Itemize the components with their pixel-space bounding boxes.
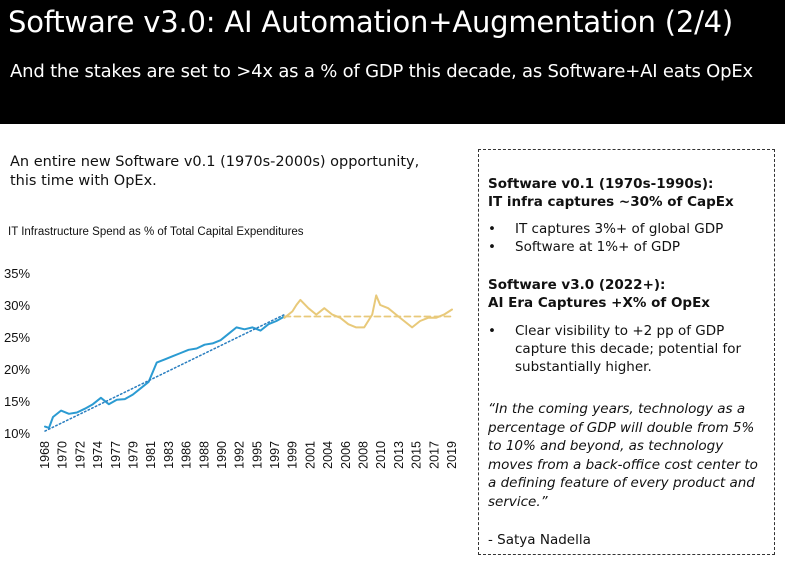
slide-title: Software v3.0: AI Automation+Augmentatio…	[8, 5, 734, 39]
y-tick-label: 20%	[4, 362, 30, 377]
x-tick-label: 2001	[303, 441, 317, 469]
chart-title: IT Infrastructure Spend as % of Total Ca…	[8, 226, 304, 238]
x-tick-label: 1974	[91, 441, 105, 469]
x-tick-label: 2004	[321, 441, 335, 469]
y-tick-label: 15%	[4, 394, 30, 409]
x-tick-label: 1990	[215, 441, 229, 469]
x-tick-label: 1977	[109, 441, 123, 469]
v01-bullet-item: • Software at 1%+ of GDP	[488, 238, 768, 256]
x-tick-label: 2010	[374, 441, 388, 469]
v01-bullet-text: IT captures 3%+ of global GDP	[515, 221, 724, 237]
v30-heading-line-2: AI Era Captures +X% of OpEx	[488, 295, 711, 311]
x-tick-label: 2008	[357, 441, 371, 469]
y-tick-label: 25%	[4, 330, 30, 345]
intro-line-1: An entire new Software v0.1 (1970s-2000s…	[10, 154, 420, 170]
x-tick-label: 1983	[162, 441, 176, 469]
y-tick-label: 30%	[4, 298, 30, 313]
v01-heading-line-1: Software v0.1 (1970s-1990s):	[488, 176, 714, 192]
projection-series-line	[283, 294, 453, 329]
x-tick-label: 2019	[445, 441, 459, 469]
v30-bullet-list: • Clear visibility to +2 pp of GDP captur…	[488, 322, 768, 376]
x-tick-label: 2017	[427, 441, 441, 469]
v01-bullet-item: • IT captures 3%+ of global GDP	[488, 220, 768, 238]
it-spend-line-chart: 10%15%20%25%30%35%1968 1970 1972 1974 1977 19…	[4, 266, 459, 469]
v30-bullet-item: • Clear visibility to +2 pp of GDP captur…	[488, 322, 768, 376]
bullet-icon: •	[488, 239, 496, 255]
slide-subtitle: And the stakes are set to >4x as a % of …	[10, 61, 753, 82]
x-tick-label: 1968	[38, 441, 52, 469]
x-tick-label: 2015	[410, 441, 424, 469]
x-tick-label: 2013	[392, 441, 406, 469]
historical-series-line	[44, 315, 286, 429]
x-tick-label: 1981	[144, 441, 158, 469]
x-tick-label: 1997	[268, 441, 282, 469]
y-tick-label: 10%	[4, 426, 30, 441]
intro-line-2: this time with OpEx.	[10, 173, 157, 189]
x-tick-label: 1988	[197, 441, 211, 469]
v01-bullet-list: • IT captures 3%+ of global GDP • Software…	[488, 220, 768, 256]
x-tick-label: 1979	[126, 441, 140, 469]
bullet-icon: •	[488, 221, 496, 237]
x-tick-label: 2006	[339, 441, 353, 469]
x-tick-label: 1992	[233, 441, 247, 469]
info-panel: Software v0.1 (1970s-1990s): IT infra ca…	[478, 149, 775, 555]
intro-text: An entire new Software v0.1 (1970s-2000s…	[10, 153, 430, 191]
v30-heading-line-1: Software v3.0 (2022+):	[488, 277, 666, 293]
quote-attribution: - Satya Nadella	[488, 532, 591, 548]
v01-bullet-text: Software at 1%+ of GDP	[515, 239, 680, 255]
x-tick-label: 1999	[286, 441, 300, 469]
x-tick-label: 1986	[180, 441, 194, 469]
x-tick-label: 1972	[73, 441, 87, 469]
v30-bullet-text: Clear visibility to +2 pp of GDP capture…	[515, 323, 742, 375]
trend-line	[44, 313, 286, 432]
bullet-icon: •	[488, 323, 496, 339]
x-tick-label: 1970	[56, 441, 70, 469]
y-tick-label: 35%	[4, 266, 30, 281]
v01-heading-line-2: IT infra captures ~30% of CapEx	[488, 194, 734, 210]
header-bar: Software v3.0: AI Automation+Augmentatio…	[0, 0, 785, 124]
x-tick-label: 1995	[250, 441, 264, 469]
nadella-quote: “In the coming years, technology as a pe…	[488, 401, 758, 510]
